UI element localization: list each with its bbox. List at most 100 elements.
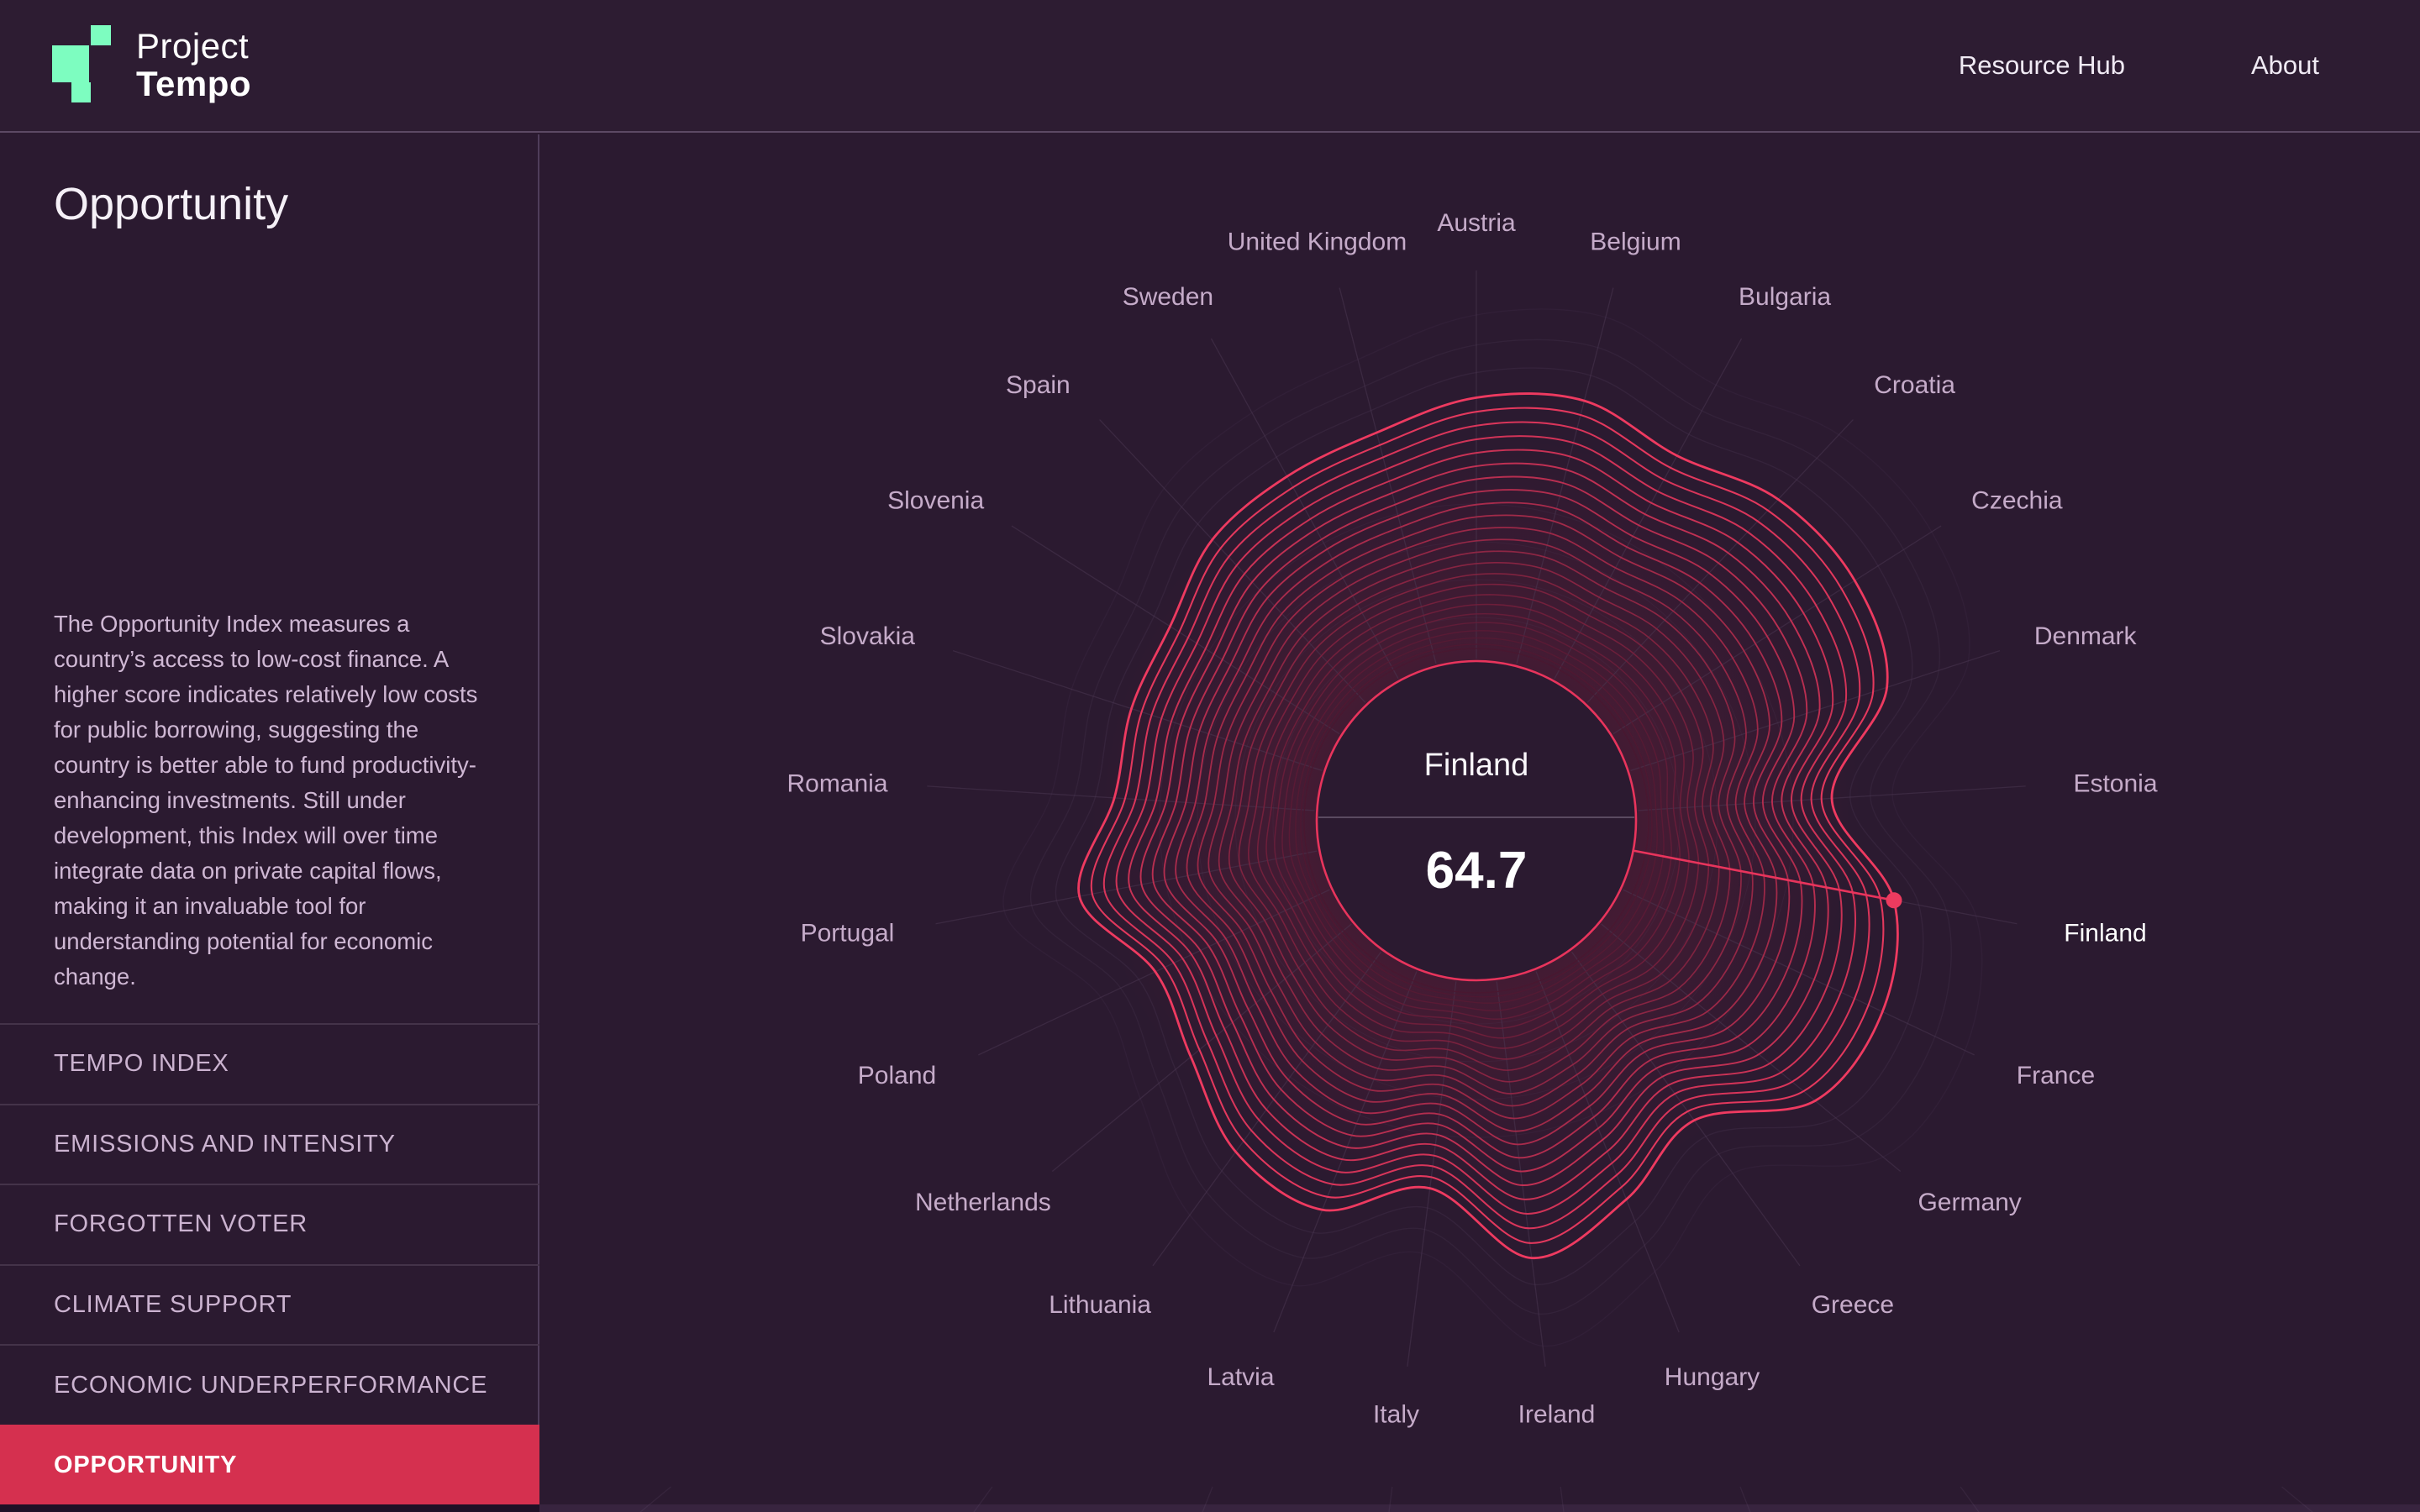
nav-link-resource-hub[interactable]: Resource Hub bbox=[1958, 50, 2125, 80]
grid-spoke-stub bbox=[973, 1486, 993, 1512]
country-label-slovenia[interactable]: Slovenia bbox=[887, 486, 984, 514]
contour-line bbox=[1090, 407, 1885, 1244]
sidebar-item-emissions-and-intensity[interactable]: EMISSIONS AND INTENSITY bbox=[0, 1103, 539, 1184]
country-label-netherlands[interactable]: Netherlands bbox=[915, 1189, 1051, 1216]
outer-gray-contour bbox=[1029, 339, 1952, 1315]
contour-line bbox=[1228, 562, 1731, 1083]
grid-spoke-stub bbox=[1202, 1486, 1213, 1512]
nav-link-about[interactable]: About bbox=[2250, 50, 2319, 80]
page-title: Opportunity bbox=[54, 179, 289, 229]
country-label-hungary[interactable]: Hungary bbox=[1665, 1363, 1760, 1391]
grid-spoke bbox=[1586, 419, 1854, 703]
country-label-latvia[interactable]: Latvia bbox=[1207, 1363, 1274, 1391]
sidebar-menu: TEMPO INDEX EMISSIONS AND INTENSITY FORGOT… bbox=[0, 1023, 539, 1505]
grid-spoke bbox=[927, 785, 1315, 811]
contour-line bbox=[1186, 514, 1778, 1132]
grid-spoke bbox=[1612, 525, 1942, 735]
contour-line bbox=[1151, 475, 1816, 1173]
grid-spoke bbox=[1570, 951, 1801, 1267]
center-country-value: 64.7 bbox=[1426, 842, 1528, 900]
grid-spoke bbox=[1051, 923, 1352, 1173]
top-navbar: Project Tempo Resource Hub About bbox=[0, 0, 2420, 133]
country-label-belgium[interactable]: Belgium bbox=[1590, 228, 1681, 255]
country-label-sweden[interactable]: Sweden bbox=[1123, 283, 1213, 311]
grid-spoke bbox=[952, 649, 1323, 771]
contour-line bbox=[1139, 462, 1829, 1186]
center-circle bbox=[1315, 659, 1638, 982]
sidebar-item-opportunity[interactable]: OPPORTUNITY bbox=[0, 1424, 539, 1505]
outer-gray-contour bbox=[1002, 308, 1983, 1347]
outer-gray-contour bbox=[1055, 367, 1924, 1286]
next-section-peek-band bbox=[539, 1504, 2420, 1512]
country-label-finland[interactable]: Finland bbox=[2064, 919, 2146, 947]
country-label-united-kingdom[interactable]: United Kingdom bbox=[1228, 228, 1407, 255]
country-label-france[interactable]: France bbox=[2017, 1062, 2095, 1089]
grid-spoke-stub bbox=[639, 1486, 671, 1512]
country-label-bulgaria[interactable]: Bulgaria bbox=[1739, 283, 1831, 311]
contour-line bbox=[1238, 573, 1720, 1071]
logo-wordmark: Project Tempo bbox=[136, 26, 252, 103]
logo-line-project: Project bbox=[136, 26, 250, 66]
grid-spoke-stub bbox=[2281, 1486, 2313, 1512]
selected-country-dot[interactable] bbox=[1886, 892, 1902, 909]
contour-line bbox=[1115, 435, 1856, 1215]
country-label-lithuania[interactable]: Lithuania bbox=[1049, 1291, 1151, 1319]
contour-line bbox=[1300, 643, 1653, 998]
country-label-greece[interactable]: Greece bbox=[1812, 1291, 1894, 1319]
logo-line-tempo: Tempo bbox=[136, 64, 252, 103]
grid-spoke bbox=[935, 850, 1318, 925]
country-label-italy[interactable]: Italy bbox=[1373, 1400, 1419, 1428]
country-label-czechia[interactable]: Czechia bbox=[1971, 486, 2063, 514]
country-label-portugal[interactable]: Portugal bbox=[801, 919, 895, 947]
grid-spoke bbox=[978, 889, 1330, 1056]
sidebar-item-tempo-index[interactable]: TEMPO INDEX bbox=[0, 1023, 539, 1104]
contour-line bbox=[1303, 648, 1649, 994]
contour-line bbox=[1248, 583, 1710, 1060]
country-label-croatia[interactable]: Croatia bbox=[1874, 371, 1955, 399]
contour-line bbox=[1265, 603, 1690, 1039]
country-label-estonia[interactable]: Estonia bbox=[2073, 769, 2157, 797]
index-description: The Opportunity Index measures a country… bbox=[54, 611, 478, 990]
grid-spoke-stub bbox=[1560, 1486, 1565, 1512]
contour-outline bbox=[1077, 392, 1899, 1260]
grid-spoke bbox=[1496, 981, 1546, 1367]
contour-line bbox=[1128, 449, 1843, 1200]
navbar-links: Resource Hub About bbox=[1959, 50, 2319, 81]
project-tempo-logo[interactable]: Project Tempo bbox=[52, 25, 251, 106]
grid-spoke-stub bbox=[1960, 1486, 1980, 1512]
country-label-poland[interactable]: Poland bbox=[858, 1062, 936, 1089]
grid-spoke-stub bbox=[1739, 1486, 1751, 1512]
country-label-germany[interactable]: Germany bbox=[1918, 1189, 2021, 1216]
grid-spoke bbox=[1623, 889, 1975, 1056]
contour-line bbox=[1256, 594, 1700, 1049]
contour-line bbox=[1163, 489, 1803, 1159]
grid-spoke-stub bbox=[1388, 1486, 1393, 1512]
sidebar-item-economic-underperformance[interactable]: ECONOMIC UNDERPERFORMANCE bbox=[0, 1344, 539, 1425]
contour-line bbox=[1295, 637, 1658, 1004]
country-label-denmark[interactable]: Denmark bbox=[2034, 622, 2138, 650]
sidebar-item-climate-support[interactable]: CLIMATE SUPPORT bbox=[0, 1263, 539, 1345]
country-label-ireland[interactable]: Ireland bbox=[1518, 1400, 1596, 1428]
country-label-austria[interactable]: Austria bbox=[1437, 209, 1516, 237]
country-label-romania[interactable]: Romania bbox=[786, 769, 887, 797]
tempo-logo-icon bbox=[52, 25, 116, 106]
grid-spoke bbox=[1601, 923, 1902, 1173]
sidebar: Opportunity The Opportunity Index measur… bbox=[0, 134, 539, 1512]
selected-country-radius-line bbox=[1633, 849, 1895, 902]
country-label-slovakia[interactable]: Slovakia bbox=[820, 622, 916, 650]
contour-line bbox=[1274, 612, 1681, 1029]
contour-line bbox=[1288, 630, 1665, 1011]
country-label-spain[interactable]: Spain bbox=[1006, 371, 1071, 399]
sidebar-bottom-band bbox=[0, 1504, 539, 1512]
contour-line bbox=[1197, 527, 1765, 1120]
center-country-name: Finland bbox=[1424, 748, 1529, 783]
grid-spoke bbox=[1011, 525, 1340, 735]
sidebar-item-forgotten-voter[interactable]: FORGOTTEN VOTER bbox=[0, 1184, 539, 1264]
grid-spoke bbox=[1273, 971, 1418, 1333]
grid-spoke bbox=[1516, 287, 1614, 664]
contour-line bbox=[1102, 421, 1870, 1230]
contour-line bbox=[1175, 501, 1791, 1146]
